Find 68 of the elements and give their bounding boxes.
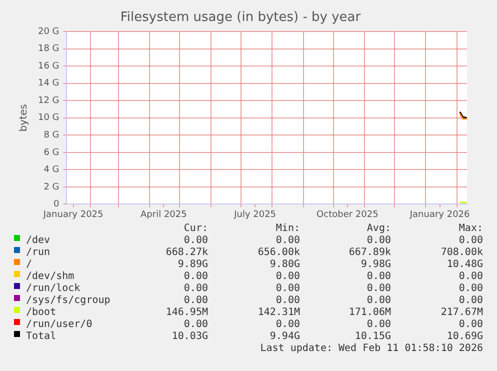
text: 10.15G xyxy=(354,331,391,342)
text: Max: xyxy=(458,223,483,234)
legend-label: Total xyxy=(26,331,56,343)
y-tick-label: 0 xyxy=(54,200,60,210)
text: 0.00 xyxy=(182,295,208,306)
text: 0.00 xyxy=(458,283,483,294)
text: 9.89G xyxy=(176,259,208,270)
x-tick-label: October 2025 xyxy=(316,210,378,220)
text: 667.89k xyxy=(348,247,391,258)
text: 0.00 xyxy=(458,295,483,306)
text: 0.00 xyxy=(182,235,208,246)
legend-label: / xyxy=(26,259,32,271)
text: 0.00 xyxy=(274,319,300,330)
text: 0.00 xyxy=(182,283,208,294)
text: 0.00 xyxy=(182,271,208,282)
text: 9.94G xyxy=(268,331,300,342)
legend-label: /run/user/0 xyxy=(26,319,92,331)
text: Avg: xyxy=(366,223,391,234)
text: 0.00 xyxy=(366,235,391,246)
x-tick-label: January 2025 xyxy=(42,210,104,220)
text: 0.00 xyxy=(274,271,300,282)
x-tick-label: January 2026 xyxy=(408,210,470,220)
y-tick-label: 4 G xyxy=(44,165,60,176)
y-tick-label: 6 G xyxy=(44,148,60,158)
y-tick-label: 14 G xyxy=(38,78,60,89)
text: 0.00 xyxy=(366,319,391,330)
legend-label: /run/lock xyxy=(26,283,80,295)
text: 0.00 xyxy=(366,295,391,306)
text: 10.03G xyxy=(170,331,208,342)
y-tick-label: 12 G xyxy=(38,96,60,106)
text: 10.69G xyxy=(446,331,483,342)
text: 0.00 xyxy=(458,271,483,282)
text: 0.00 xyxy=(458,235,483,246)
text: Min: xyxy=(274,223,300,234)
y-tick-label: 10 G xyxy=(38,113,60,124)
legend-label: /dev xyxy=(26,235,50,247)
text: 0.00 xyxy=(274,295,300,306)
text: 0.00 xyxy=(274,283,300,294)
legend-label: /run xyxy=(26,247,50,259)
legend-label: /boot xyxy=(26,307,56,319)
text: 0.00 xyxy=(274,235,300,246)
text: 171.06M xyxy=(348,307,391,318)
text: 217.67M xyxy=(440,307,483,318)
y-tick-label: 18 G xyxy=(38,44,60,54)
text: 9.98G xyxy=(360,259,391,270)
y-axis-title: bytes xyxy=(18,104,30,132)
text: 0.00 xyxy=(458,319,483,330)
text: 668.27k xyxy=(164,247,208,258)
y-tick-label: 2 G xyxy=(44,182,60,192)
text: 0.00 xyxy=(366,283,391,294)
x-tick-label: April 2025 xyxy=(140,210,187,220)
text: 9.80G xyxy=(268,259,300,270)
x-tick-label: July 2025 xyxy=(233,210,276,220)
text: 10.48G xyxy=(446,259,483,270)
legend-label: /sys/fs/cgroup xyxy=(26,295,110,307)
text: Cur: xyxy=(182,223,208,234)
legend-label: /dev/shm xyxy=(26,271,74,283)
text: 656.00k xyxy=(256,247,300,258)
text: 142.31M xyxy=(256,307,300,318)
text: 0.00 xyxy=(182,319,208,330)
text: Last update: Wed Feb 11 01:58:10 2026 xyxy=(259,343,483,354)
text: 0.00 xyxy=(366,271,391,282)
text: 708.00k xyxy=(440,247,483,258)
y-tick-label: 8 G xyxy=(44,130,60,141)
y-tick-label: 20 G xyxy=(38,26,60,37)
chart-title: Filesystem usage (in bytes) - by year xyxy=(120,10,362,26)
text: 146.95M xyxy=(164,307,208,318)
y-tick-label: 16 G xyxy=(38,61,60,72)
